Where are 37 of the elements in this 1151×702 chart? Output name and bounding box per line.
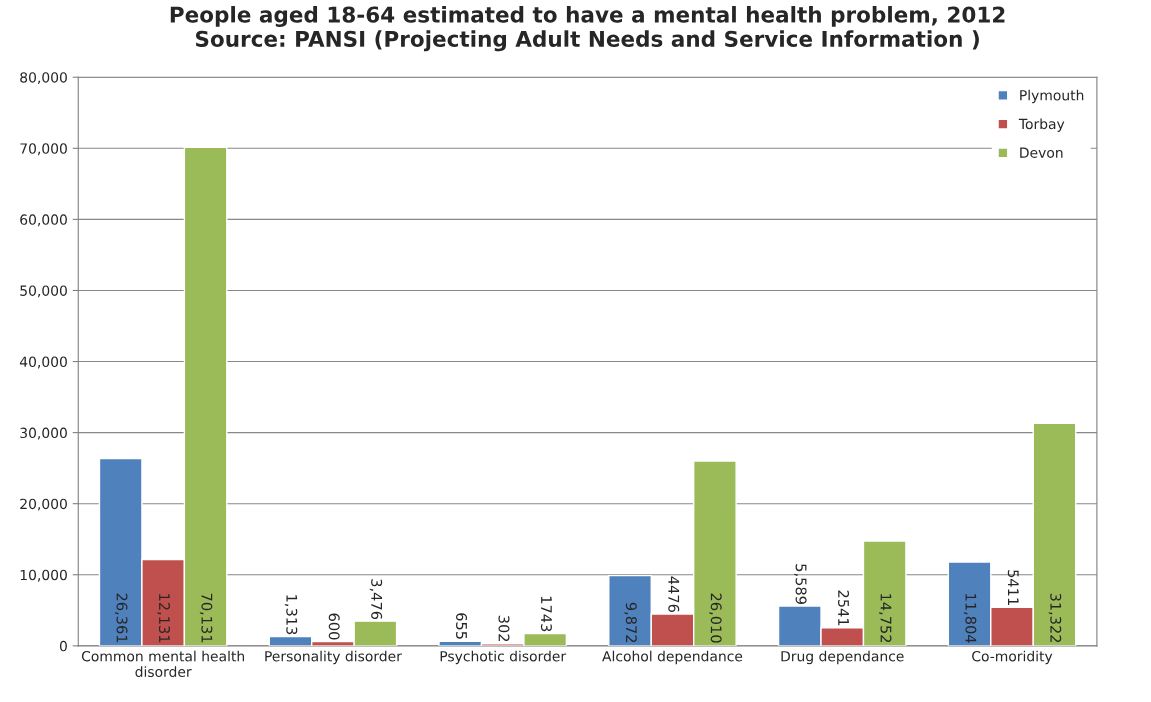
y-tick-label: 70,000 — [20, 143, 67, 156]
x-tick-label: Alcohol dependance — [602, 650, 743, 665]
data-label: 3,476 — [369, 579, 383, 620]
x-tick-label: Drug dependance — [781, 650, 904, 665]
x-tick-label: Common mental health disorder — [81, 650, 244, 677]
data-label: 5411 — [1007, 570, 1019, 605]
data-label: 26,361 — [114, 593, 128, 643]
data-label: 4476 — [668, 576, 680, 612]
chart-title: People aged 18-64 estimated to have a mental health problem, 2012 Source: PANSI (Projecting Adult Needs and Service Information ) — [170, 6, 1005, 52]
data-label: 9,872 — [624, 602, 637, 643]
x-tick-label: Personality disorder — [265, 650, 402, 665]
legend-label: Plymouth — [1020, 89, 1084, 104]
data-label: 14,752 — [878, 594, 892, 643]
legend-label: Torbay — [1018, 118, 1065, 132]
y-tick-label: 30,000 — [20, 427, 67, 440]
data-label: 655 — [456, 613, 468, 639]
data-label: 70,131 — [199, 593, 213, 643]
y-tick-label: 40,000 — [19, 356, 67, 369]
data-label: 302 — [498, 615, 510, 642]
y-tick-label: 60,000 — [20, 214, 67, 227]
data-label: 31,322 — [1048, 593, 1062, 643]
y-tick-label: 20,000 — [20, 498, 67, 511]
y-tick-label: 10,000 — [20, 569, 67, 582]
data-label: 5,589 — [794, 564, 807, 604]
y-tick-label: 0 — [59, 640, 67, 652]
x-tick-label: Co-moridity — [972, 650, 1053, 665]
data-label: 1,313 — [284, 595, 298, 635]
x-tick-label: Psychotic disorder — [440, 650, 567, 665]
data-label: 600 — [328, 613, 340, 640]
y-tick-label: 50,000 — [20, 285, 67, 298]
y-tick-label: 80,000 — [20, 72, 67, 85]
data-label: 11,804 — [963, 594, 977, 643]
data-label: 1743 — [540, 596, 552, 632]
data-label: 12,131 — [157, 594, 170, 643]
data-label: 2541 — [838, 590, 850, 626]
legend-label: Devon — [1020, 147, 1063, 158]
data-label: 26,010 — [709, 593, 722, 643]
